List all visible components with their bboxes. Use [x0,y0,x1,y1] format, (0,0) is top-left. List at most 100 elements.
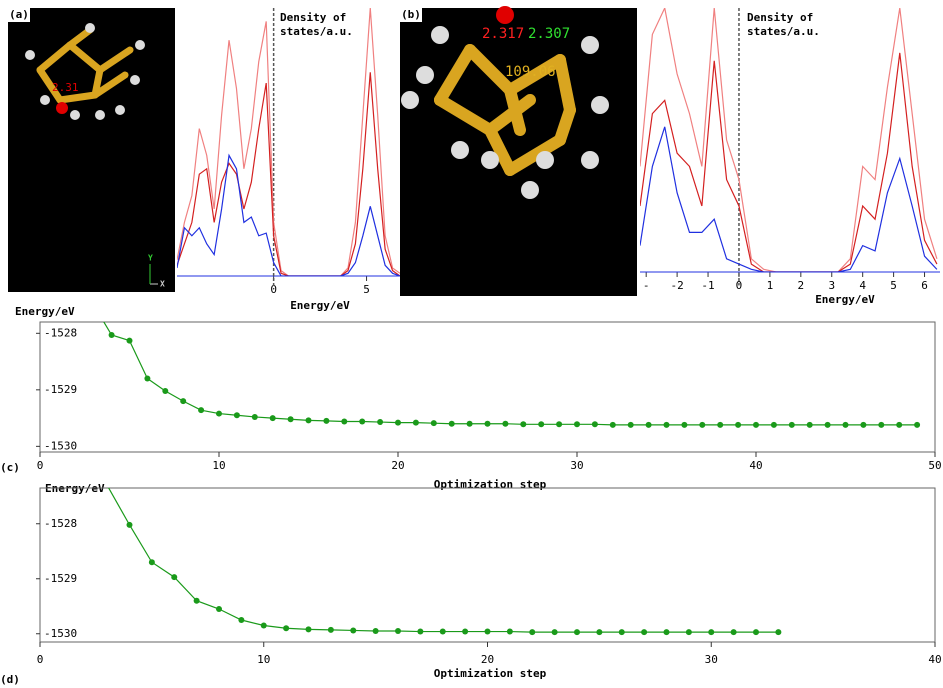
data-point [91,302,97,308]
molecule-a: 2.31 Y X [8,8,175,292]
series-line [177,8,400,276]
data-point [592,421,598,427]
data-point [180,398,186,404]
data-point [373,628,379,634]
data-point [440,629,446,635]
x-tick-label: 40 [928,653,941,666]
x-tick-label: 2 [798,279,805,292]
x-tick-label: -1 [701,279,714,292]
data-point [109,332,115,338]
x-tick-label: 30 [705,653,718,666]
series-line [177,155,400,276]
data-point [216,606,222,612]
data-point [127,338,133,344]
x-tick-label: 30 [570,459,583,472]
x-tick-label: 50 [928,459,941,472]
image-background [400,8,637,296]
bond-length: 2.317 [482,26,524,42]
panel-label: (d) [0,673,20,686]
x-tick-label: 0 [37,653,44,666]
data-point [149,559,155,565]
data-point [619,629,625,635]
data-point [914,422,920,428]
data-point [753,629,759,635]
series-group [177,8,400,276]
bond-length: 2.307 [528,26,570,42]
data-point [462,629,468,635]
x-axis-label: Energy/eV [815,293,875,306]
bond-angle: 109.06 [505,64,556,80]
x-tick-label: 1 [767,279,774,292]
data-point [681,422,687,428]
data-point [860,422,866,428]
series-line [107,485,778,632]
data-point [234,412,240,418]
series-line [94,305,917,425]
data-point [261,623,267,629]
x-tick-label: 4 [859,279,866,292]
data-point [252,414,258,420]
molecule-b: 2.317 2.307 109.06 [400,6,637,296]
data-point [664,422,670,428]
data-point [238,617,244,623]
x-tick-label: 3 [828,279,835,292]
data-point [359,418,365,424]
y-tick-label: -1528 [44,517,77,530]
data-point [574,421,580,427]
page: 2.31 Y X 2.317 2.307 109.06 (a)Density o… [0,0,943,688]
data-point [646,422,652,428]
data-point [283,625,289,631]
data-point [789,422,795,428]
data-point [771,422,777,428]
data-point [610,422,616,428]
data-point [807,422,813,428]
data-point [641,629,647,635]
data-point [449,421,455,427]
figure: 2.31 Y X 2.317 2.307 109.06 (a)Density o… [0,0,943,688]
data-point [162,388,168,394]
y-axis-label: Density of [747,11,813,24]
data-point [596,629,602,635]
data-point [485,421,491,427]
data-point [520,421,526,427]
y-tick-label: -1530 [44,439,77,452]
y-tick-label: -1530 [44,627,77,640]
data-point [556,421,562,427]
data-point [323,418,329,424]
data-point [431,420,437,426]
data-point [686,629,692,635]
data-point [878,422,884,428]
series-line [640,127,937,272]
series-line [640,8,937,272]
data-point [552,629,558,635]
x-axis-label: Optimization step [434,667,547,680]
data-point [350,627,356,633]
data-point [328,627,334,633]
data-point [664,629,670,635]
data-point [485,629,491,635]
data-point [270,415,276,421]
y-tick-label: -1528 [44,326,77,339]
data-point [171,574,177,580]
data-point [413,420,419,426]
series-line [177,72,400,276]
data-point [194,598,200,604]
data-point [502,421,508,427]
x-axis-label: Optimization step [434,478,547,491]
data-point [377,419,383,425]
y-tick-label: -1529 [44,383,77,396]
data-point [507,629,513,635]
data-point [104,482,110,488]
data-point [708,629,714,635]
x-tick-label: - [643,279,650,292]
data-point [306,626,312,632]
x-tick-label: 5 [890,279,897,292]
y-axis-label: Density of [280,11,346,24]
data-point [628,422,634,428]
x-tick-label: 40 [749,459,762,472]
data-point [198,407,204,413]
y-axis-label: states/a.u. [280,25,353,38]
data-point [529,629,535,635]
x-tick-label: 0 [37,459,44,472]
x-tick-label: 10 [257,653,270,666]
